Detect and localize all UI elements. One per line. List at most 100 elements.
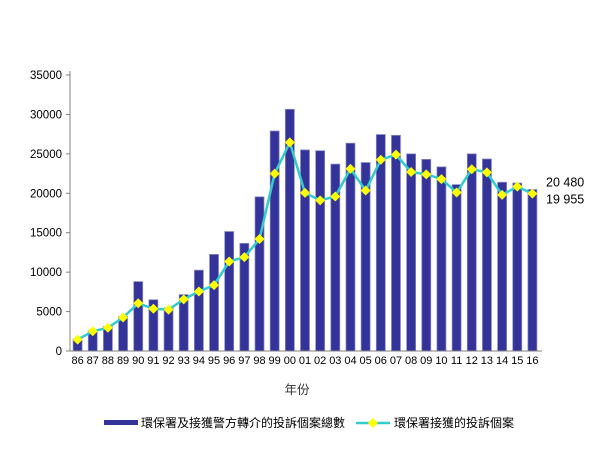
x-tick-label: 14 [496, 355, 508, 367]
bar-14 [497, 181, 507, 352]
marker-96 [224, 256, 235, 267]
x-tick-label: 10 [435, 355, 447, 367]
marker-86 [72, 334, 83, 345]
x-tick-label: 88 [102, 355, 114, 367]
marker-03 [330, 191, 341, 202]
bar-16 [527, 189, 538, 352]
marker-97 [239, 252, 250, 263]
bar-swatch-icon [103, 420, 138, 425]
marker-94 [193, 286, 204, 297]
marker-10 [436, 174, 447, 185]
marker-87 [87, 326, 98, 337]
annotation-total-value: 20 480 [546, 176, 584, 190]
x-tick-label: 95 [208, 355, 220, 367]
line-markers [72, 137, 538, 345]
legend-item-total: 環保署及接獲警方轉介的投訴個案總數 [103, 414, 345, 431]
x-tick-label: 16 [526, 355, 538, 367]
bar-94 [193, 269, 204, 352]
x-tick-label: 12 [466, 355, 478, 367]
y-tick-label: 0 [56, 346, 62, 358]
marker-12 [466, 164, 477, 175]
marker-91 [148, 303, 159, 314]
chart-legend: 環保署及接獲警方轉介的投訴個案總數 環保署接獲的投訴個案 [0, 414, 600, 431]
marker-07 [390, 149, 401, 160]
x-tick-label: 96 [223, 355, 235, 367]
x-tick-label: 01 [299, 355, 311, 367]
x-tick-label: 13 [481, 355, 493, 367]
annotation-epd-value: 19 955 [546, 193, 584, 207]
x-tick-label: 11 [451, 355, 462, 367]
marker-08 [406, 166, 417, 177]
marker-92 [163, 304, 174, 315]
x-tick-label: 93 [178, 355, 190, 367]
x-tick-label: 04 [344, 355, 356, 367]
marker-93 [178, 294, 189, 305]
legend-label-epd: 環保署接獲的投訴個案 [394, 416, 515, 430]
y-tick-label: 10000 [30, 267, 62, 279]
marker-90 [133, 298, 144, 309]
x-tick-label: 89 [117, 355, 129, 367]
x-tick-label: 07 [390, 355, 402, 367]
legend-label-total: 環保署及接獲警方轉介的投訴個案總數 [140, 416, 345, 430]
y-tick-label: 15000 [30, 228, 62, 240]
bar-11 [451, 184, 462, 352]
x-tick-label: 00 [284, 355, 296, 367]
bar-10 [436, 166, 447, 352]
x-tick-label: 08 [405, 355, 417, 367]
marker-98 [254, 234, 265, 245]
marker-11 [451, 187, 462, 198]
x-tick-label: 87 [87, 355, 99, 367]
x-tick-label: 99 [269, 355, 281, 367]
bar-02 [315, 150, 326, 352]
bar-09 [421, 159, 432, 352]
marker-15 [512, 181, 523, 192]
bar-15 [512, 182, 523, 352]
x-tick-label: 92 [162, 355, 174, 367]
y-tick-label: 30000 [30, 109, 62, 121]
bar-12 [466, 153, 477, 352]
x-tick-label: 86 [71, 355, 83, 367]
marker-06 [375, 154, 386, 165]
x-tick-label: 03 [329, 355, 341, 367]
x-tick-label: 91 [147, 355, 159, 367]
legend-item-epd: 環保署接獲的投訴個案 [355, 414, 514, 431]
marker-04 [345, 163, 356, 174]
marker-05 [360, 185, 371, 196]
bar-96 [224, 231, 235, 352]
x-tick-label: 98 [253, 355, 265, 367]
marker-09 [421, 169, 432, 180]
line-swatch-icon [356, 417, 390, 428]
y-tick-label: 5000 [36, 307, 62, 319]
marker-99 [269, 168, 280, 179]
x-tick-label: 06 [375, 355, 387, 367]
marker-88 [102, 322, 113, 333]
x-tick-label: 09 [420, 355, 432, 367]
x-tick-label: 94 [193, 355, 205, 367]
marker-95 [209, 280, 220, 291]
bar-08 [406, 153, 417, 352]
marker-00 [284, 137, 295, 148]
y-tick-label: 25000 [30, 149, 62, 161]
bar-99 [269, 130, 280, 352]
x-tick-label: 90 [132, 355, 144, 367]
x-tick-label: 15 [511, 355, 523, 367]
y-tick-label: 35000 [30, 70, 62, 82]
marker-16 [527, 188, 538, 199]
x-axis-title: 年份 [284, 383, 310, 397]
marker-01 [300, 187, 310, 198]
diamond-marker-icon [368, 417, 378, 428]
marker-14 [497, 189, 508, 200]
x-tick-label: 02 [314, 355, 326, 367]
x-tick-label: 05 [360, 355, 372, 367]
marker-89 [118, 312, 129, 323]
bar-95 [209, 254, 219, 352]
bar-13 [482, 158, 492, 352]
marker-13 [481, 167, 492, 178]
bars-series [72, 108, 538, 352]
x-tick-label: 97 [238, 355, 250, 367]
bar-90 [133, 281, 144, 352]
marker-02 [315, 195, 326, 206]
